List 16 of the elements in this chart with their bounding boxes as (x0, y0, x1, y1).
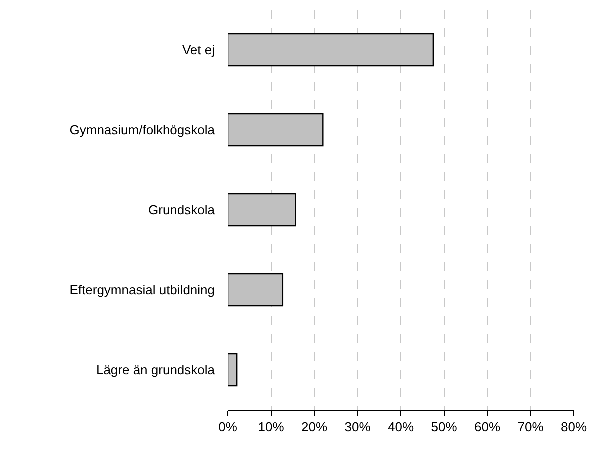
y-tick-label: Grundskola (148, 202, 216, 218)
y-tick-label: Eftergymnasial utbildning (70, 282, 215, 298)
y-tick-label: Gymnasium/folkhögskola (70, 122, 216, 138)
bar (228, 113, 324, 147)
x-tick-label: 10% (258, 420, 285, 435)
x-tick-label: 30% (344, 420, 372, 435)
x-tick-label: 50% (431, 420, 458, 435)
x-tick-label: 70% (518, 420, 544, 435)
x-tick-label: 0% (218, 420, 238, 435)
bar (228, 353, 238, 387)
y-tick-label: Vet ej (182, 42, 216, 58)
x-tick-label: 80% (560, 420, 588, 435)
x-tick-label: 20% (301, 420, 328, 435)
x-tick-label: 60% (474, 420, 501, 435)
y-tick-label: Lägre än grundskola (96, 362, 216, 378)
x-tick-label: 40% (388, 420, 414, 435)
